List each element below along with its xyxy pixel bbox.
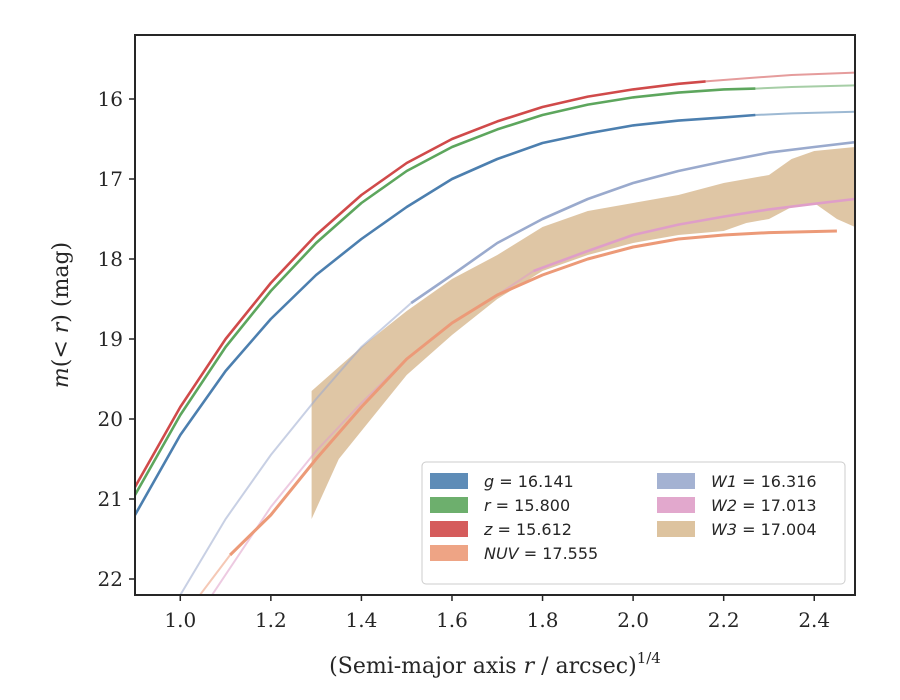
x-tick-label: 2.4 [798,608,830,632]
x-tick-label: 1.2 [255,608,287,632]
series-r-line [135,87,756,496]
series-nuv-line [229,229,837,557]
legend: g = 16.141 r = 15.800 z = 15.612 NUV = 17.5… [421,461,846,585]
legend-label-g: g = 16.141 [484,472,574,491]
x-tick-label: 1.8 [527,608,559,632]
series-g-extrapolation [755,110,855,116]
legend-label-w3: W3 = 17.004 [711,520,817,539]
y-tick-label: 18 [98,247,123,271]
x-axis: 1.0 1.2 1.4 1.6 1.8 2.0 2.2 2.4 [164,595,830,632]
x-tick-label: 1.0 [164,608,196,632]
plot-area [135,71,855,595]
y-axis-label: m(< r) (mag) [49,242,74,388]
x-axis-label: (Semi-major axis r / arcsec)1/4 [329,649,661,679]
legend-label-z: z = 15.612 [483,520,572,539]
y-tick-label: 20 [98,407,123,431]
y-axis: 16 17 18 19 20 21 22 [98,87,135,591]
y-tick-label: 16 [98,87,123,111]
series-g-line [135,113,756,516]
series-z-extrapolation [705,71,855,83]
plot-frame [134,34,856,596]
legend-swatch-nuv [430,545,468,561]
x-tick-label: 1.6 [436,608,468,632]
y-tick-label: 17 [98,167,123,191]
legend-label-w1: W1 = 16.316 [711,472,817,491]
legend-swatch-w1 [657,473,695,489]
y-tick-label: 22 [98,567,123,591]
legend-box [421,461,846,585]
x-tick-label: 2.2 [708,608,740,632]
legend-swatch-z [430,521,468,537]
series-z-line [135,80,706,488]
series-r-extrapolation [755,84,855,90]
legend-swatch-g [430,473,468,489]
x-tick-label: 2.0 [617,608,649,632]
legend-swatch-r [430,497,468,513]
x-tick-label: 1.4 [346,608,378,632]
legend-label-nuv: NUV = 17.555 [484,544,598,563]
y-tick-label: 21 [98,487,123,511]
legend-swatch-w3 [657,521,695,537]
legend-swatch-w2 [657,497,695,513]
series-nuv-extrapolation [198,554,231,595]
series-w3-band [311,147,855,519]
y-tick-label: 19 [98,327,123,351]
series-w1-extrapolation [179,302,412,595]
legend-label-w2: W2 = 17.013 [711,496,817,515]
series-w2-line [533,197,855,273]
legend-label-r: r = 15.800 [484,496,570,515]
series-w1-line [410,140,855,305]
